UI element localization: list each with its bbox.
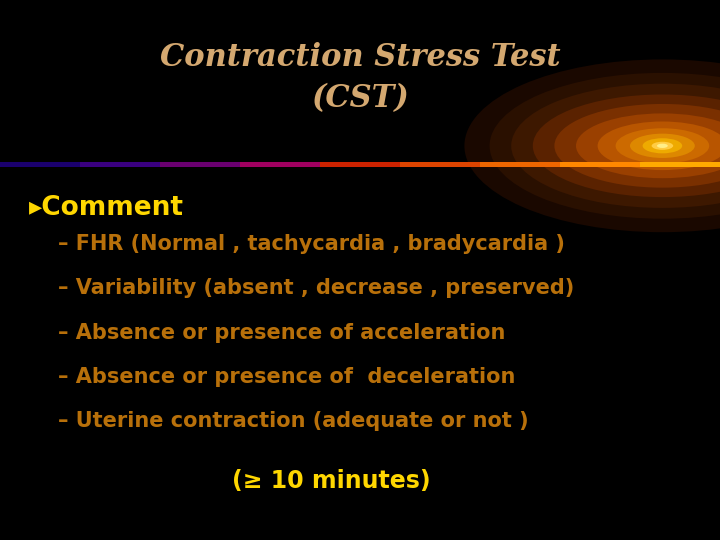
Bar [320, 162, 401, 167]
Text: Contraction Stress Test
(CST): Contraction Stress Test (CST) [160, 43, 560, 114]
Text: – Uterine contraction (adequate or not ): – Uterine contraction (adequate or not ) [58, 411, 528, 431]
Ellipse shape [576, 113, 720, 178]
Text: ▸Comment: ▸Comment [29, 195, 184, 221]
Ellipse shape [511, 84, 720, 208]
Ellipse shape [657, 144, 668, 148]
Bar [80, 162, 161, 167]
Ellipse shape [616, 128, 709, 163]
Bar [560, 162, 641, 167]
Text: – FHR (Normal , tachycardia , bradycardia ): – FHR (Normal , tachycardia , bradycardi… [58, 234, 564, 254]
Ellipse shape [554, 104, 720, 188]
Ellipse shape [652, 141, 673, 150]
Ellipse shape [630, 134, 695, 158]
Bar [0, 162, 81, 167]
Ellipse shape [464, 59, 720, 232]
Bar [160, 162, 240, 167]
Text: (≥ 10 minutes): (≥ 10 minutes) [232, 469, 431, 492]
Text: – Absence or presence of acceleration: – Absence or presence of acceleration [58, 322, 505, 343]
Text: – Absence or presence of  deceleration: – Absence or presence of deceleration [58, 367, 515, 387]
Ellipse shape [533, 94, 720, 197]
Text: – Variability (absent , decrease , preserved): – Variability (absent , decrease , prese… [58, 278, 574, 299]
Bar [480, 162, 561, 167]
Bar [400, 162, 481, 167]
Ellipse shape [490, 73, 720, 219]
Bar [240, 162, 320, 167]
Ellipse shape [643, 138, 682, 153]
Bar [640, 162, 720, 167]
Ellipse shape [598, 122, 720, 170]
